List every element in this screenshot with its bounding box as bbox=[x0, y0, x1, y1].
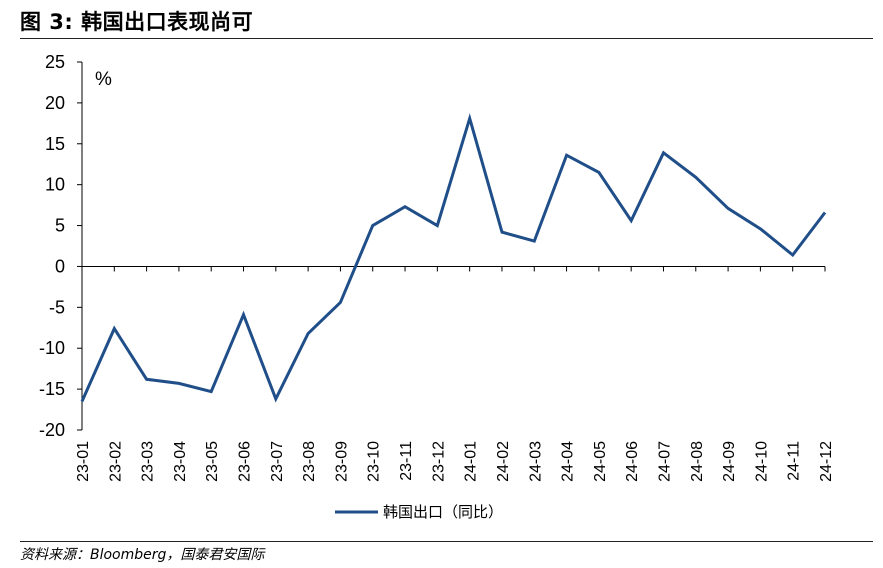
top-rule bbox=[20, 38, 873, 39]
x-tick-label: 23-02 bbox=[107, 441, 124, 482]
source-note: 资料来源：Bloomberg，国泰君安国际 bbox=[20, 547, 265, 563]
y-tick-label: 25 bbox=[45, 52, 65, 72]
x-tick-label: 23-12 bbox=[430, 441, 447, 482]
x-tick-label: 24-01 bbox=[463, 441, 480, 482]
y-tick-label: -15 bbox=[39, 379, 65, 399]
x-tick-label: 23-04 bbox=[172, 441, 189, 482]
series-layer bbox=[80, 113, 827, 403]
y-tick-label: -5 bbox=[49, 297, 65, 317]
unit-label: % bbox=[95, 69, 112, 90]
y-tick-label: 5 bbox=[55, 216, 65, 236]
legend-label: 韩国出口（同比） bbox=[383, 503, 503, 521]
x-tick-label: 24-04 bbox=[560, 441, 577, 482]
bottom-rule bbox=[20, 541, 873, 542]
figure-title: 图 3: 韩国出口表现尚可 bbox=[20, 10, 254, 34]
y-tick-label: -10 bbox=[39, 338, 65, 358]
x-tick-label: 24-09 bbox=[721, 441, 738, 482]
x-tick-label: 24-08 bbox=[689, 441, 706, 482]
x-tick-label: 23-11 bbox=[398, 441, 415, 481]
x-tick-label: 23-07 bbox=[269, 441, 286, 482]
x-tick-label: 23-01 bbox=[75, 441, 92, 482]
x-tick-label: 24-02 bbox=[495, 441, 512, 482]
x-tick-label: 23-05 bbox=[204, 441, 221, 482]
y-tick-label: -20 bbox=[39, 420, 65, 440]
x-axis: 23-01 23-02 23-03 23-04 23-05 23-06 23-07 23-08… bbox=[75, 265, 835, 482]
y-tick-label: 15 bbox=[45, 134, 65, 154]
y-axis: 25 20 15 10 5 0 -5 -10 -15 -20 bbox=[39, 52, 83, 440]
x-tick-label: 23-08 bbox=[301, 441, 318, 482]
x-tick-label: 24-10 bbox=[753, 441, 770, 482]
legend: 韩国出口（同比） bbox=[335, 503, 503, 521]
x-tick-label: 24-05 bbox=[592, 441, 609, 482]
x-tick-label: 23-06 bbox=[237, 441, 254, 482]
x-tick-label: 23-09 bbox=[333, 441, 350, 482]
x-tick-label: 24-06 bbox=[624, 441, 641, 482]
x-tick-label: 24-03 bbox=[527, 441, 544, 482]
series-line bbox=[80, 113, 827, 403]
x-tick-label: 24-12 bbox=[818, 441, 835, 482]
y-tick-label: 0 bbox=[55, 256, 65, 276]
x-tick-label: 24-07 bbox=[656, 441, 673, 482]
y-tick-label: 10 bbox=[45, 175, 65, 195]
y-tick-label: 20 bbox=[45, 93, 65, 113]
x-tick-label: 23-03 bbox=[140, 441, 157, 482]
x-tick-label: 23-10 bbox=[366, 441, 383, 482]
x-tick-label: 24-11 bbox=[786, 441, 803, 481]
